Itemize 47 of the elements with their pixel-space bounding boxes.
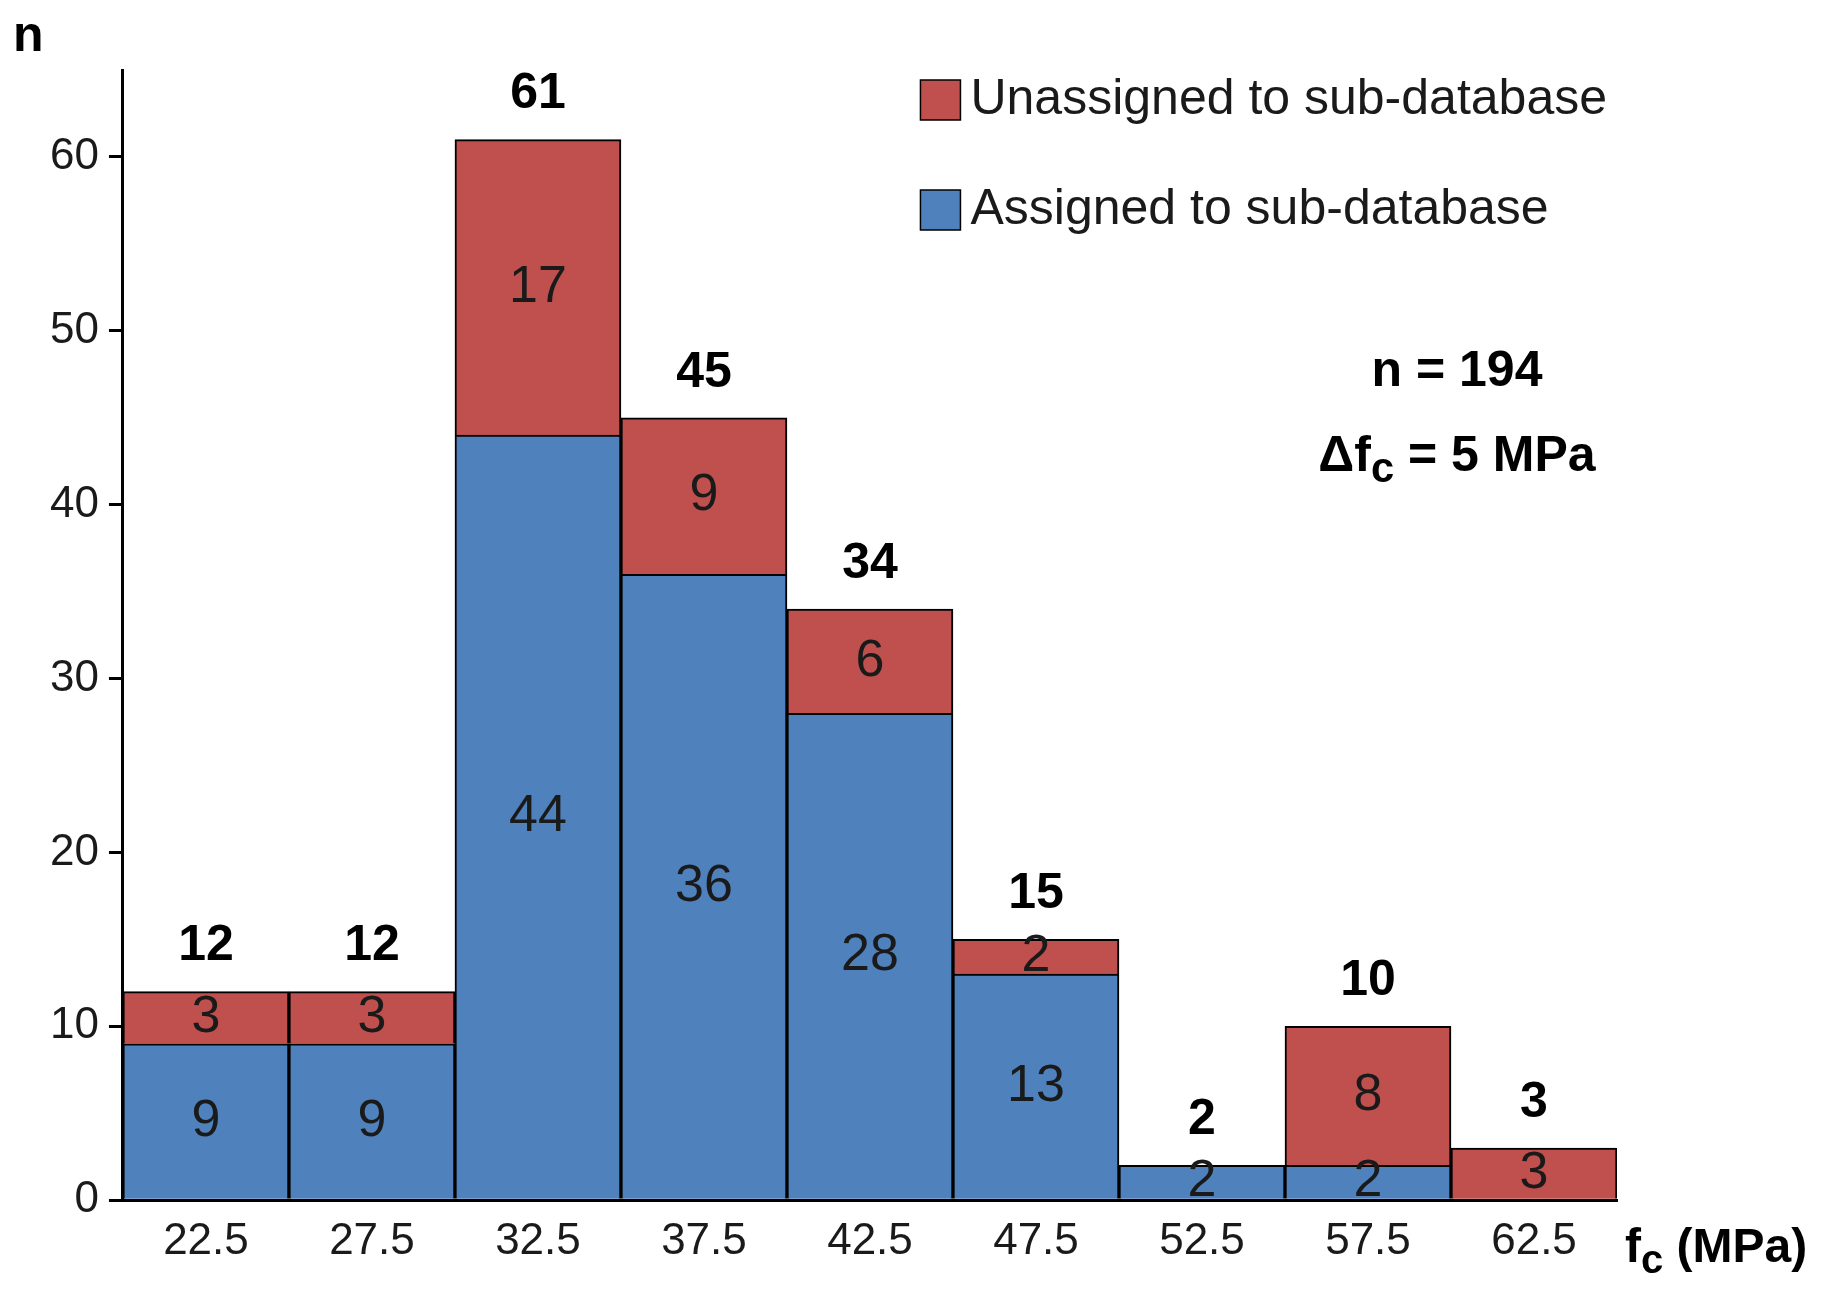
total-label: 3 xyxy=(1520,1071,1548,1128)
y-tick-label: 50 xyxy=(49,302,99,352)
data-label: 3 xyxy=(357,984,387,1043)
legend-label: Assigned to sub-database xyxy=(970,178,1549,235)
y-tick-label: 40 xyxy=(49,476,99,526)
x-tick-label: 32.5 xyxy=(495,1213,581,1263)
y-tick-label: 10 xyxy=(49,998,99,1048)
data-label: 9 xyxy=(689,463,719,522)
x-axis-title: f$_{c}$ (MPa) xyxy=(1625,1218,1808,1282)
legend-label: Unassigned to sub-database xyxy=(970,68,1608,125)
total-label: 34 xyxy=(842,532,898,589)
annotation: n = 194 xyxy=(1371,340,1543,398)
x-tick-label: 52.5 xyxy=(1159,1213,1245,1263)
data-label: 28 xyxy=(841,923,899,982)
x-tick-label: 27.5 xyxy=(329,1213,415,1263)
data-label: 9 xyxy=(191,1088,221,1147)
y-tick-label: 20 xyxy=(49,824,99,874)
total-label: 15 xyxy=(1008,863,1064,920)
x-tick-label: 57.5 xyxy=(1325,1213,1411,1263)
annotation: Δf$_{c}$ = 5 MPa xyxy=(1318,425,1596,492)
total-label: 45 xyxy=(676,341,732,398)
x-tick-label: 37.5 xyxy=(661,1213,747,1263)
data-label: 44 xyxy=(509,784,567,843)
y-tick-label: 0 xyxy=(74,1172,99,1222)
total-label: 2 xyxy=(1188,1089,1216,1146)
data-label: 3 xyxy=(191,984,221,1043)
data-label: 9 xyxy=(357,1088,387,1147)
data-label: 36 xyxy=(675,853,733,912)
x-tick-label: 22.5 xyxy=(163,1213,249,1263)
data-label: 6 xyxy=(855,628,885,687)
data-label: 2 xyxy=(1187,1149,1217,1208)
y-tick-label: 30 xyxy=(49,650,99,700)
data-label: 13 xyxy=(1007,1053,1065,1112)
total-label: 10 xyxy=(1340,950,1396,1007)
data-label: 3 xyxy=(1519,1140,1549,1199)
total-label: 12 xyxy=(178,915,234,972)
data-label: 2 xyxy=(1353,1149,1383,1208)
total-label: 12 xyxy=(344,915,400,972)
x-tick-label: 47.5 xyxy=(993,1213,1079,1263)
x-tick-label: 62.5 xyxy=(1491,1213,1577,1263)
data-label: 2 xyxy=(1021,924,1051,983)
data-label: 8 xyxy=(1353,1063,1383,1122)
y-tick-label: 60 xyxy=(49,129,99,179)
x-tick-label: 42.5 xyxy=(827,1213,913,1263)
y-axis-title: n xyxy=(12,5,44,63)
total-label: 61 xyxy=(510,63,566,120)
data-label: 17 xyxy=(509,254,567,313)
